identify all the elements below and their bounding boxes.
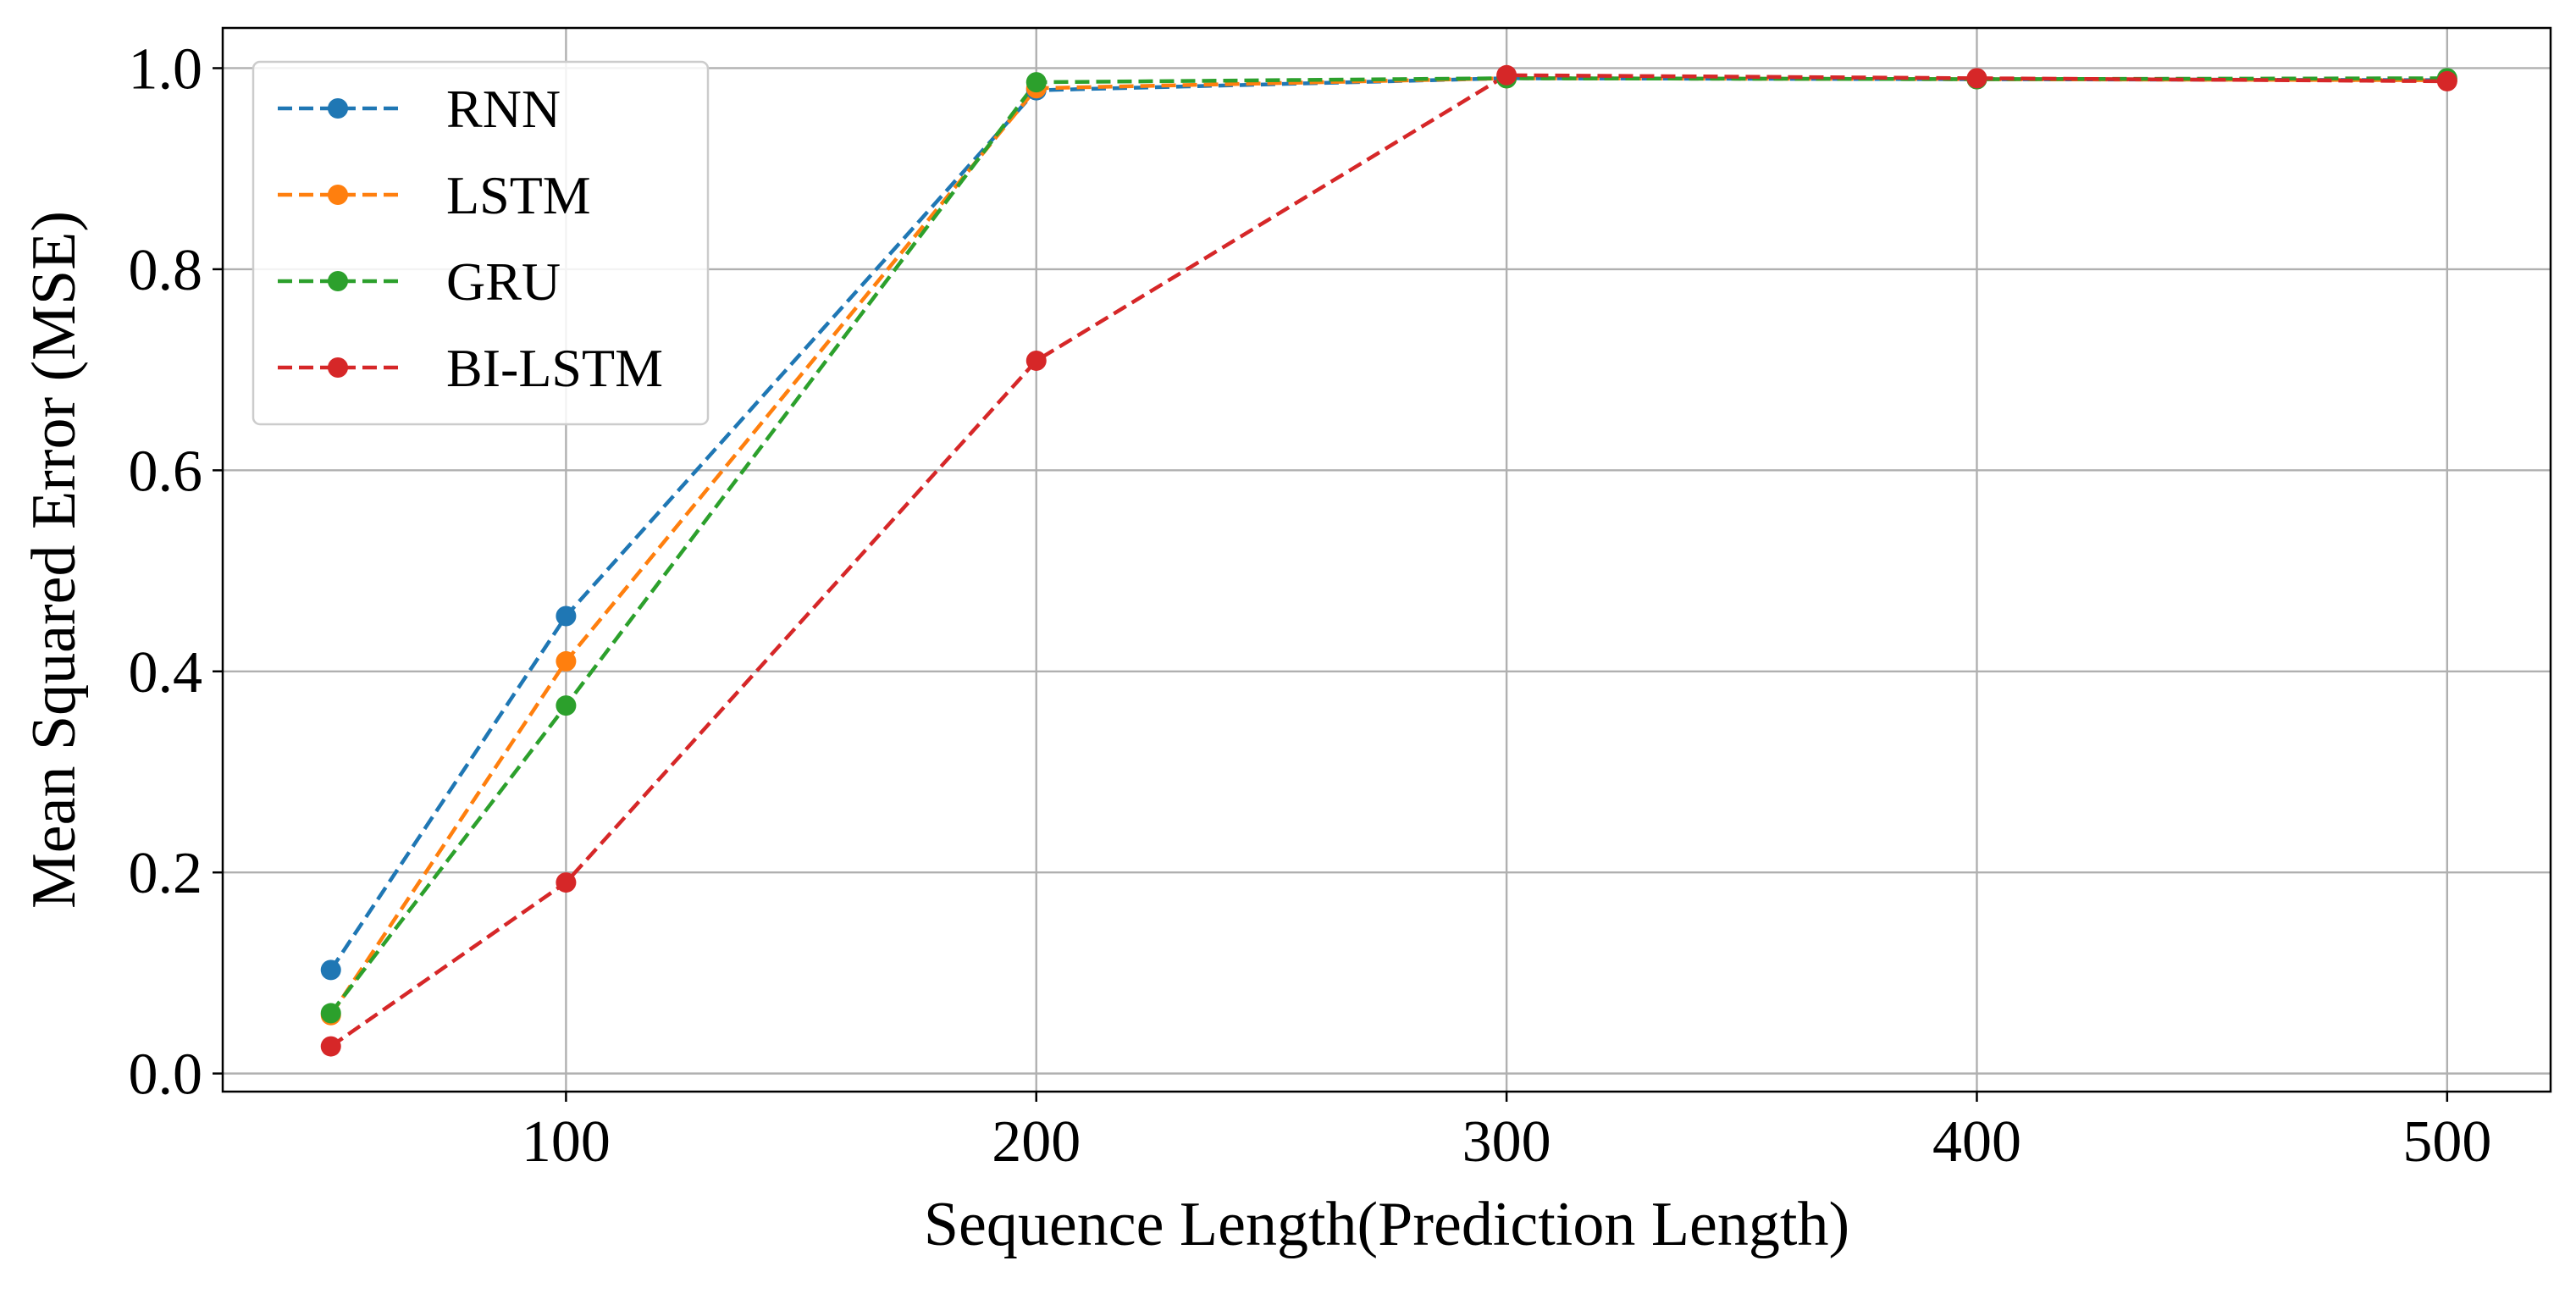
data-point-gru (320, 1003, 341, 1024)
x-tick-label: 200 (992, 1109, 1081, 1175)
legend-label-bi-lstm: BI-LSTM (446, 338, 663, 398)
y-tick-label: 0.2 (129, 841, 203, 906)
data-point-bi-lstm (1966, 68, 1987, 89)
legend: RNN LSTM GRU BI-LSTM (252, 60, 710, 426)
x-tick-label: 100 (522, 1109, 611, 1175)
data-point-bi-lstm (320, 1036, 341, 1057)
data-point-bi-lstm (556, 872, 577, 893)
y-tick-label: 1.0 (129, 36, 203, 102)
legend-label-gru: GRU (446, 252, 561, 312)
series-points (320, 64, 2457, 1057)
plot-frame (221, 26, 2552, 1093)
x-tick-label: 500 (2402, 1109, 2491, 1175)
legend-marker-gru (328, 271, 348, 291)
legend-marker-bi-lstm (328, 357, 348, 378)
legend-marker-lstm (328, 185, 348, 205)
data-point-gru (1025, 72, 1047, 93)
y-tick-label: 0.6 (129, 439, 203, 504)
data-point-rnn (556, 606, 577, 627)
series-line-bi-lstm (329, 73, 2447, 1048)
x-axis-label: Sequence Length(Prediction Length) (924, 1190, 1849, 1259)
legend-label-lstm: LSTM (446, 165, 591, 225)
x-tick-label: 400 (1932, 1109, 2021, 1175)
data-point-rnn (320, 959, 341, 981)
data-point-bi-lstm (2436, 70, 2457, 91)
y-tick-label: 0.0 (129, 1042, 203, 1108)
data-point-bi-lstm (1025, 350, 1047, 371)
legend-marker-rnn (328, 98, 348, 119)
y-axis-label: Mean Squared Error (MSE) (19, 211, 89, 909)
axis-ticks: 100 200 300 400 500 0.0 0.2 0.4 0.6 0.8 1.0 (129, 36, 2492, 1175)
series-lines (329, 73, 2447, 1048)
y-tick-label: 0.8 (129, 238, 203, 303)
data-point-lstm (556, 650, 577, 672)
x-tick-label: 300 (1462, 1109, 1551, 1175)
legend-label-rnn: RNN (446, 79, 561, 139)
data-point-gru (556, 695, 577, 716)
legend-box (252, 60, 710, 426)
y-tick-label: 0.4 (129, 640, 203, 705)
data-point-bi-lstm (1496, 64, 1517, 86)
